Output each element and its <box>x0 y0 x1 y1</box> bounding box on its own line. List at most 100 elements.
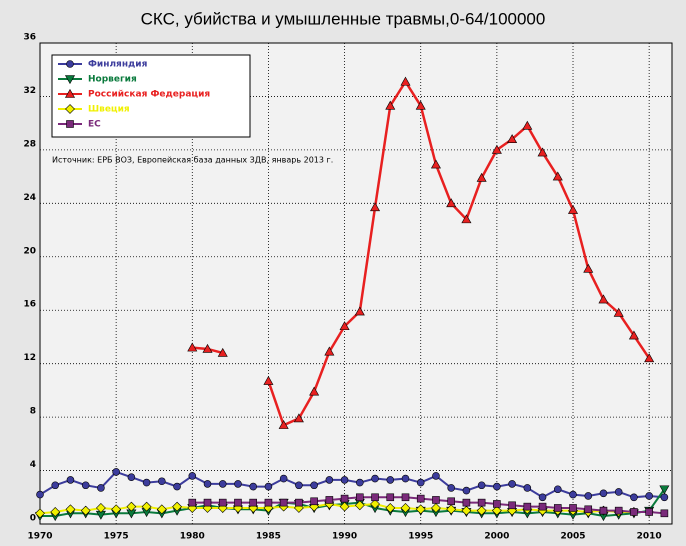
marker <box>325 476 334 484</box>
marker <box>447 484 455 492</box>
marker <box>628 330 639 340</box>
marker <box>644 353 655 363</box>
y-tick-label: 20 <box>23 246 36 256</box>
marker <box>583 263 594 273</box>
marker <box>279 498 288 507</box>
marker <box>447 497 455 506</box>
marker <box>477 498 486 507</box>
marker <box>507 134 518 143</box>
marker <box>340 494 349 503</box>
y-tick-label: 12 <box>23 353 36 363</box>
marker <box>430 159 441 169</box>
marker <box>416 494 425 503</box>
marker <box>173 482 181 491</box>
marker <box>614 506 623 515</box>
marker <box>371 474 379 483</box>
marker <box>66 60 74 68</box>
marker <box>112 468 120 476</box>
marker <box>141 501 152 512</box>
marker <box>386 493 395 502</box>
y-tick-label: 8 <box>30 407 36 417</box>
x-tick-label: 1995 <box>408 532 433 542</box>
marker <box>645 492 653 500</box>
marker <box>111 504 122 515</box>
marker <box>415 100 426 110</box>
y-tick-label: 0 <box>30 514 36 524</box>
y-tick-label: 32 <box>23 86 36 96</box>
marker <box>385 100 396 110</box>
marker <box>416 478 425 487</box>
marker <box>95 503 106 513</box>
marker <box>431 503 441 513</box>
marker <box>36 490 44 499</box>
marker <box>188 498 197 507</box>
marker <box>386 476 395 484</box>
x-tick-label: 2010 <box>637 532 662 542</box>
marker <box>476 505 487 516</box>
marker <box>569 504 577 512</box>
marker <box>569 490 577 499</box>
marker <box>613 307 624 317</box>
x-tick-label: 1985 <box>256 532 281 542</box>
marker <box>371 493 379 502</box>
marker <box>401 474 410 483</box>
annotation: Источник: ЕРБ ВОЗ, Европейская база данн… <box>52 156 333 165</box>
marker <box>659 485 670 495</box>
marker <box>80 505 91 516</box>
marker <box>400 503 411 513</box>
marker <box>523 484 532 492</box>
marker <box>203 498 212 507</box>
marker <box>339 321 350 331</box>
marker <box>432 496 440 504</box>
marker <box>218 498 227 507</box>
marker <box>172 501 182 512</box>
marker <box>477 481 486 490</box>
marker <box>491 505 502 516</box>
marker <box>462 486 471 495</box>
marker <box>158 477 166 486</box>
marker <box>356 478 364 487</box>
marker <box>127 473 136 482</box>
marker <box>567 204 579 214</box>
legend-box <box>51 54 251 138</box>
marker <box>325 496 334 504</box>
marker <box>523 502 532 511</box>
marker <box>340 476 349 484</box>
y-tick-label: 36 <box>23 33 36 43</box>
marker <box>64 88 76 98</box>
marker <box>461 505 472 516</box>
marker <box>354 500 365 511</box>
marker <box>264 482 273 491</box>
marker <box>415 504 426 515</box>
legend-label: Российская Федерация <box>88 90 210 100</box>
marker <box>64 75 76 85</box>
marker <box>446 198 457 208</box>
marker <box>66 476 75 484</box>
marker <box>293 413 304 423</box>
series <box>188 493 669 518</box>
marker <box>279 474 288 483</box>
x-tick-label: 1975 <box>104 532 129 542</box>
marker <box>645 508 653 516</box>
marker <box>462 498 471 507</box>
marker <box>202 343 213 353</box>
marker <box>491 144 502 154</box>
marker <box>538 502 547 511</box>
marker <box>630 493 638 502</box>
x-tick-label: 1980 <box>180 532 205 542</box>
y-tick-label: 4 <box>30 460 36 470</box>
x-tick-label: 2005 <box>560 532 585 542</box>
marker <box>508 501 516 510</box>
marker <box>660 509 669 518</box>
chart-title: СКС, убийства и умышленные травмы,0-64/1… <box>141 9 546 28</box>
marker <box>400 76 411 86</box>
x-tick-label: 2000 <box>484 532 509 542</box>
marker <box>310 481 318 490</box>
marker <box>356 493 364 502</box>
marker <box>50 507 61 517</box>
marker <box>324 346 335 356</box>
marker <box>339 501 350 512</box>
marker <box>354 306 365 316</box>
marker <box>476 172 487 182</box>
